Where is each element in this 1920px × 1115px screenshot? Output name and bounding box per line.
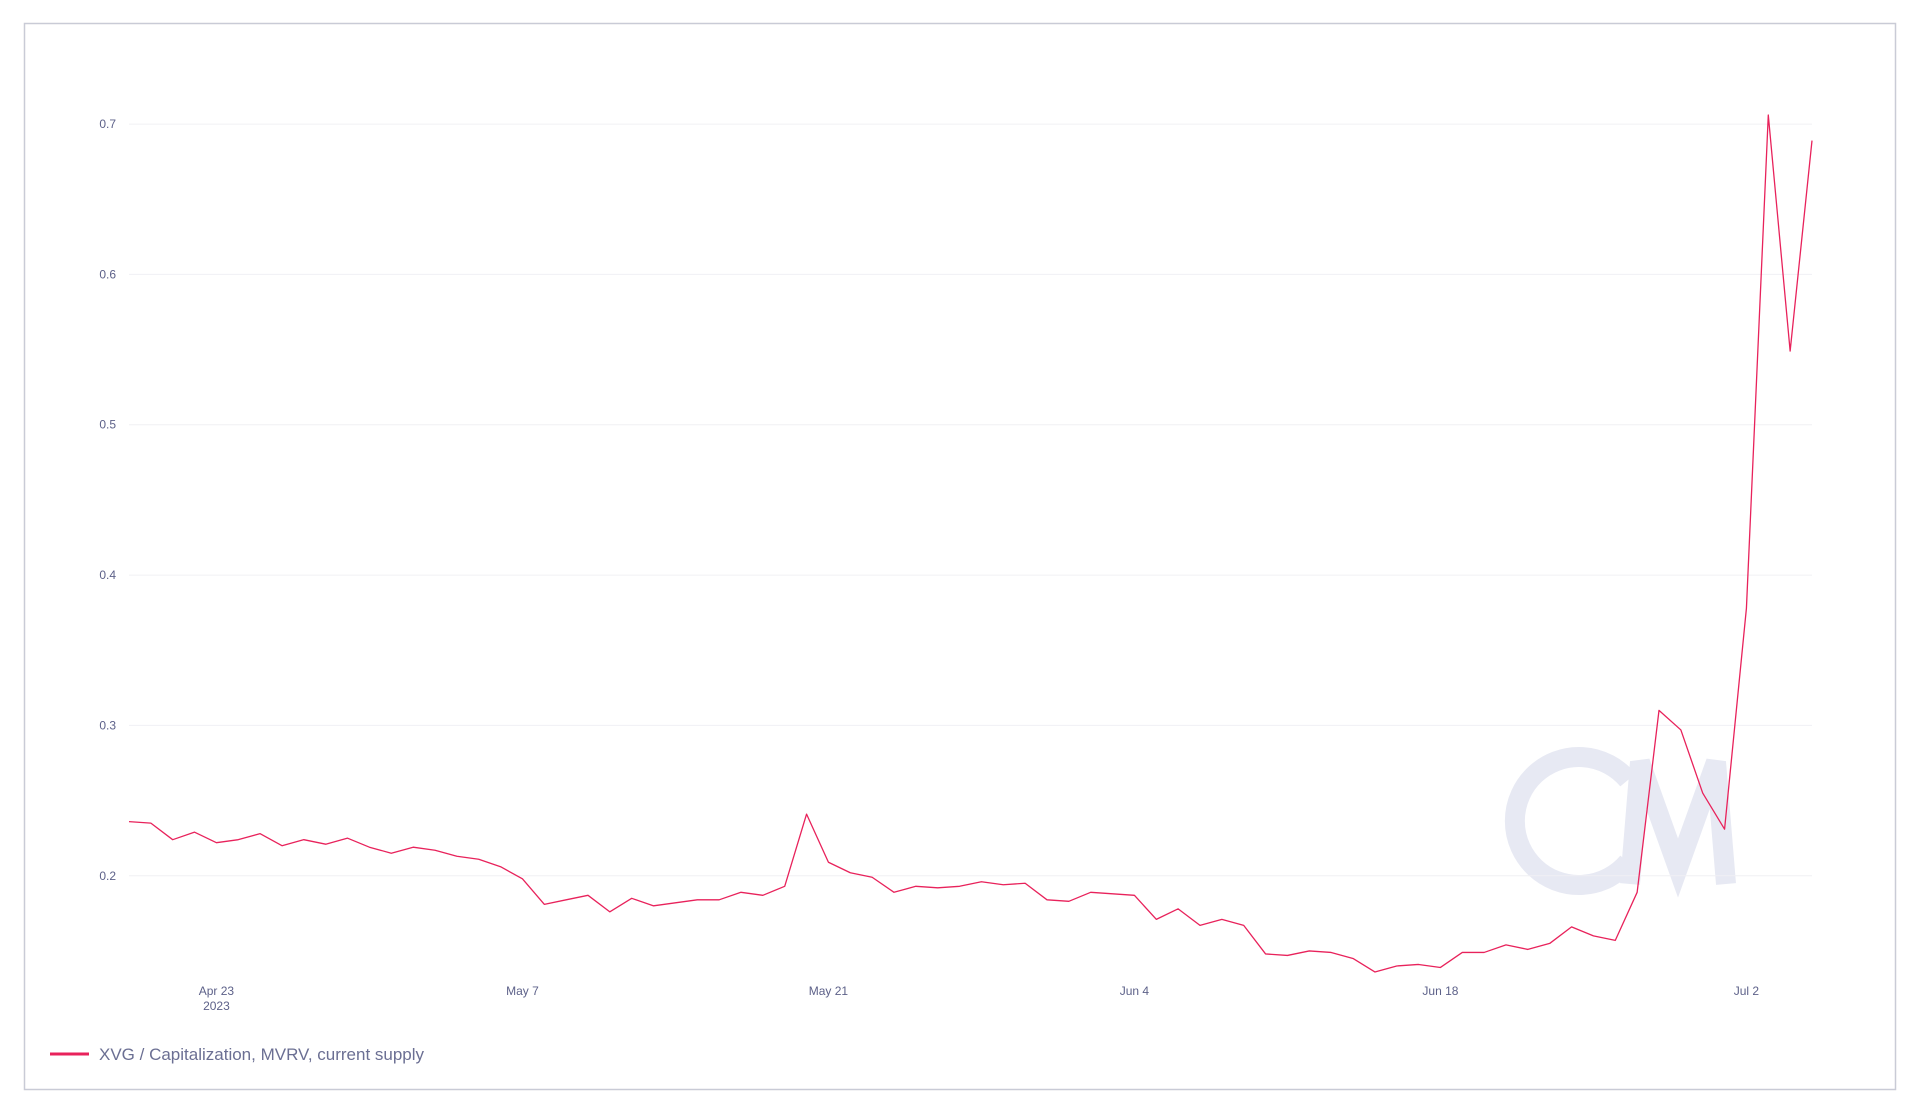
- legend-label: XVG / Capitalization, MVRV, current supp…: [99, 1045, 425, 1064]
- x-tick-label: Jun 4: [1120, 984, 1150, 998]
- watermark: [1504, 747, 1736, 898]
- y-tick-label: 0.4: [99, 568, 116, 582]
- y-tick-label: 0.2: [99, 869, 116, 883]
- x-tick-label: May 7: [506, 984, 539, 998]
- y-tick-label: 0.6: [99, 267, 116, 281]
- y-tick-label: 0.7: [99, 117, 116, 131]
- watermark-c: [1504, 747, 1636, 895]
- x-tick-label: Jun 18: [1422, 984, 1458, 998]
- x-tick-sublabel: 2023: [203, 999, 230, 1013]
- x-tick-label: May 21: [809, 984, 849, 998]
- data-line: [128, 114, 1813, 973]
- x-tick-label: Jul 2: [1734, 984, 1760, 998]
- x-tick-label: Apr 23: [199, 984, 235, 998]
- y-tick-label: 0.5: [99, 418, 116, 432]
- y-tick-label: 0.3: [99, 718, 116, 732]
- chart-frame: [23, 22, 1897, 1091]
- watermark-m: [1620, 758, 1736, 898]
